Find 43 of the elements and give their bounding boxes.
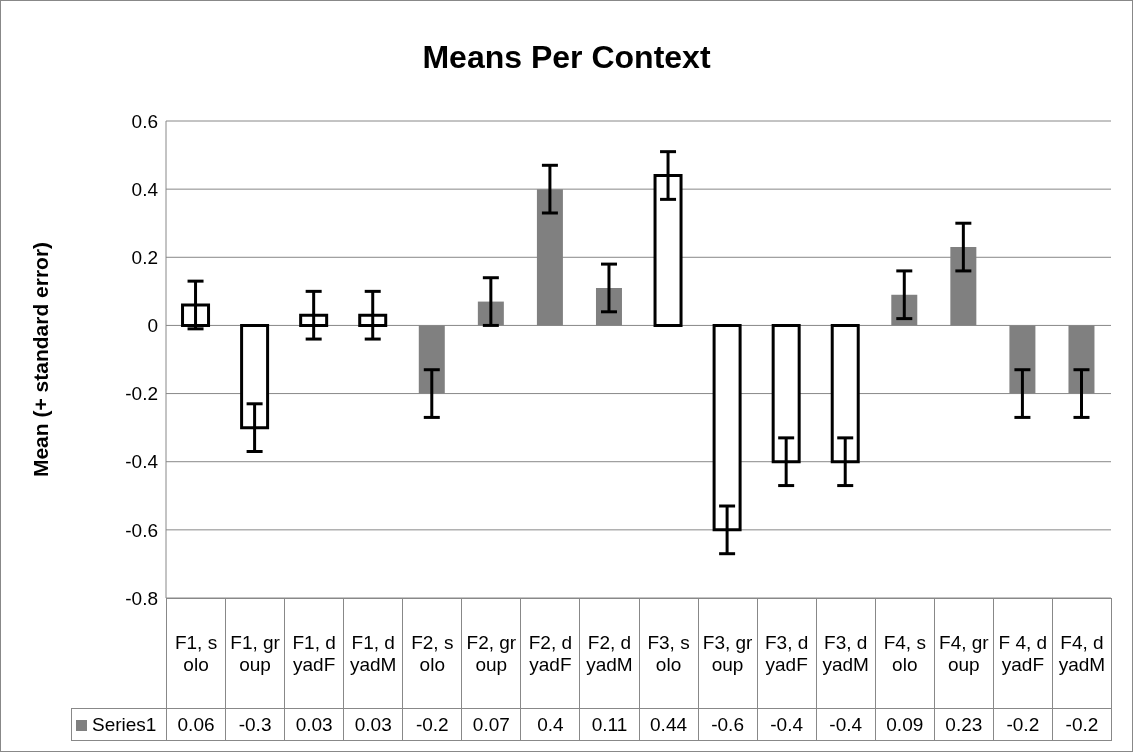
- y-tick-label: -0.4: [125, 451, 159, 473]
- data-label: 0.09: [875, 708, 935, 741]
- y-tick-label: 0.6: [131, 110, 158, 132]
- x-tick-label: F2, group: [461, 598, 521, 709]
- data-label: -0.3: [225, 708, 285, 741]
- data-label: 0.23: [934, 708, 994, 741]
- x-tick-label: F3, dyadM: [816, 598, 876, 709]
- x-tick-label: F2, dyadF: [520, 598, 580, 709]
- data-label: 0.4: [520, 708, 580, 741]
- x-tick-label: F3, dyadF: [757, 598, 817, 709]
- chart-title: Means Per Context: [421, 39, 712, 76]
- data-label: -0.2: [1052, 708, 1112, 741]
- y-tick-label: 0.4: [131, 178, 159, 200]
- x-tick-label: F3, solo: [639, 598, 699, 709]
- data-label: -0.2: [402, 708, 462, 741]
- x-tick-label: F1, solo: [166, 598, 226, 709]
- y-tick-label: 0.2: [131, 247, 158, 269]
- data-label: -0.6: [698, 708, 758, 741]
- data-label: 0.07: [461, 708, 521, 741]
- data-label: -0.4: [816, 708, 876, 741]
- legend-label: Series1: [71, 708, 167, 741]
- data-label: -0.4: [757, 708, 817, 741]
- data-label: 0.03: [284, 708, 344, 741]
- x-tick-label: F1, dyadM: [343, 598, 403, 709]
- data-label: 0.11: [579, 708, 639, 741]
- x-tick-label: F4, dyadM: [1052, 598, 1112, 709]
- y-tick-label: -0.6: [125, 519, 158, 541]
- y-tick-label: -0.8: [125, 587, 158, 609]
- x-tick-label: F1, group: [225, 598, 285, 709]
- y-tick-label: -0.2: [125, 383, 158, 405]
- y-tick-label: 0: [147, 315, 158, 337]
- data-label: 0.03: [343, 708, 403, 741]
- x-tick-label: F4, solo: [875, 598, 935, 709]
- data-label: -0.2: [993, 708, 1053, 741]
- data-label: 0.44: [639, 708, 699, 741]
- x-tick-label: F3, group: [698, 598, 758, 709]
- x-tick-label: F 4, dyadF: [993, 598, 1053, 709]
- x-tick-label: F1, dyadF: [284, 598, 344, 709]
- data-label: 0.06: [166, 708, 226, 741]
- x-tick-label: F4, group: [934, 598, 994, 709]
- x-tick-label: F2, dyadM: [579, 598, 639, 709]
- x-tick-label: F2, solo: [402, 598, 462, 709]
- y-axis-title: Mean (+ standard error): [29, 241, 53, 478]
